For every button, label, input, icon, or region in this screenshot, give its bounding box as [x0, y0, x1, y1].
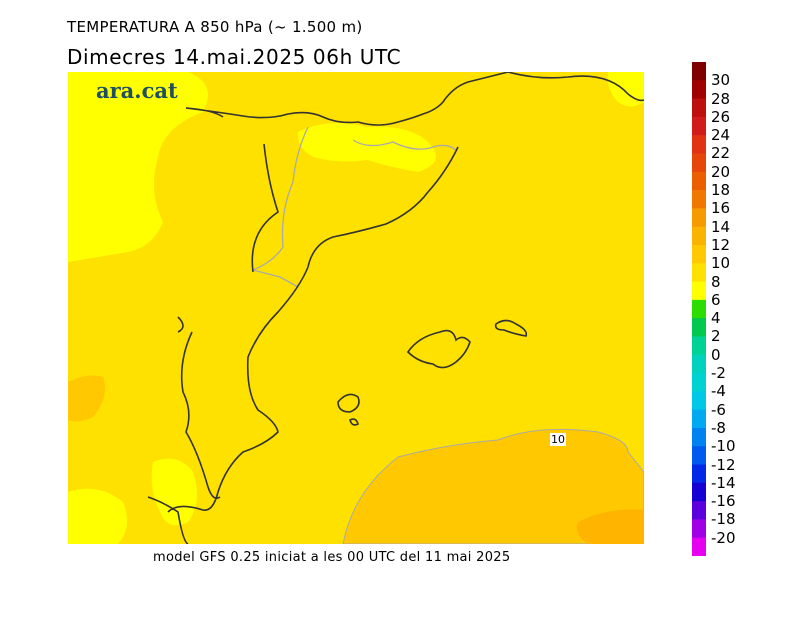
scale-block: [692, 135, 706, 154]
scale-label: -16: [711, 492, 736, 511]
scale-label: -14: [711, 473, 736, 492]
warm-area-south: [342, 428, 644, 544]
scale-block: [692, 519, 706, 539]
scale-label: -2: [711, 364, 726, 383]
scale-block: [692, 299, 706, 319]
cool-area-northwest: [68, 72, 208, 262]
scale-label: 22: [711, 144, 731, 163]
scale-block: [692, 281, 706, 301]
scale-label: -4: [711, 382, 726, 401]
color-scale-bar: [692, 62, 706, 556]
scale-label: 28: [711, 89, 731, 108]
scale-block: [692, 62, 706, 81]
scale-label: -10: [711, 437, 736, 456]
political-border: [250, 126, 457, 288]
scale-block: [692, 501, 706, 520]
cool-area-pyrenees: [297, 123, 436, 172]
warm-area-west: [68, 375, 106, 422]
scale-block: [692, 190, 706, 209]
scale-label: -12: [711, 455, 736, 474]
scale-block: [692, 354, 706, 374]
warmer-area-southeast: [576, 509, 644, 544]
scale-label: -8: [711, 418, 726, 437]
map-subtitle: Dimecres 14.mai.2025 06h UTC: [67, 45, 402, 69]
scale-label: 14: [711, 217, 731, 236]
scale-block: [692, 482, 706, 502]
temperature-map: [68, 72, 644, 544]
coastline-northeast: [507, 72, 644, 102]
scale-label: -6: [711, 400, 726, 419]
scale-blocks: [692, 62, 706, 556]
scale-block: [692, 116, 706, 136]
scale-block: [692, 98, 706, 118]
island-ibiza: [337, 393, 360, 413]
scale-label: 4: [711, 309, 721, 328]
scale-label: 12: [711, 235, 731, 254]
map-title: TEMPERATURA A 850 hPa (~ 1.500 m): [67, 18, 363, 36]
scale-block: [692, 446, 706, 466]
scale-label: 8: [711, 272, 721, 291]
scale-block: [692, 153, 706, 173]
scale-block: [692, 171, 706, 191]
model-info-footer: model GFS 0.25 iniciat a les 00 UTC del …: [153, 550, 511, 565]
island-menorca: [494, 319, 528, 337]
scale-block: [692, 537, 706, 556]
scale-block: [692, 409, 706, 429]
contour-label-10: 10: [550, 433, 566, 446]
scale-block: [692, 80, 706, 100]
scale-block: [692, 226, 706, 246]
scale-label: 0: [711, 345, 721, 364]
scale-block: [692, 391, 706, 411]
scale-label: 18: [711, 181, 731, 200]
scale-label: -20: [711, 528, 736, 547]
scale-block: [692, 263, 706, 283]
cool-area-south: [151, 458, 197, 526]
scale-label: 2: [711, 327, 721, 346]
scale-block: [692, 208, 706, 228]
scale-block: [692, 427, 706, 447]
scale-label: 16: [711, 199, 731, 218]
scale-label: 26: [711, 107, 731, 126]
island-mallorca: [406, 329, 471, 369]
scale-label: 10: [711, 254, 731, 273]
scale-label: 30: [711, 71, 731, 90]
island-formentera: [349, 418, 359, 426]
scale-block: [692, 464, 706, 484]
cool-area-southwest: [68, 488, 127, 544]
scale-block: [692, 318, 706, 337]
ara-cat-logo: ara.cat: [96, 78, 178, 103]
coastline: [147, 72, 509, 544]
scale-label: 24: [711, 126, 731, 145]
scale-label: -18: [711, 510, 736, 529]
scale-block: [692, 336, 706, 356]
scale-label: 20: [711, 162, 731, 181]
scale-block: [692, 373, 706, 392]
scale-label: 6: [711, 290, 721, 309]
scale-block: [692, 244, 706, 264]
